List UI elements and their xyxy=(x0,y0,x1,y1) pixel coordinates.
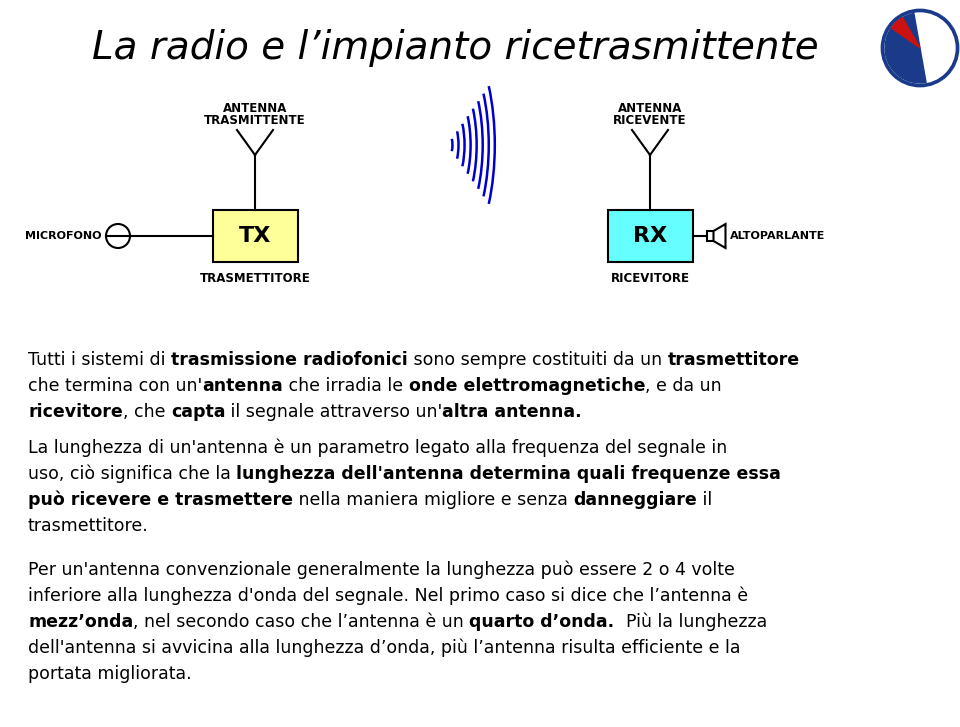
Text: La radio e l’impianto ricetrasmittente: La radio e l’impianto ricetrasmittente xyxy=(92,29,818,67)
Text: il segnale attraverso un': il segnale attraverso un' xyxy=(226,403,443,421)
Wedge shape xyxy=(891,17,920,48)
Text: TRASMITTENTE: TRASMITTENTE xyxy=(204,113,306,126)
Text: ANTENNA: ANTENNA xyxy=(223,102,287,114)
Text: Per un'antenna convenzionale generalmente la lunghezza può essere 2 o 4 volte: Per un'antenna convenzionale generalment… xyxy=(28,561,734,579)
Text: TRASMETTITORE: TRASMETTITORE xyxy=(200,271,310,284)
Text: , e da un: , e da un xyxy=(645,377,722,395)
Text: , nel secondo caso che l’antenna è un: , nel secondo caso che l’antenna è un xyxy=(133,613,469,631)
Text: che termina con un': che termina con un' xyxy=(28,377,203,395)
Text: trasmettitore.: trasmettitore. xyxy=(28,517,149,535)
Text: RX: RX xyxy=(633,226,667,246)
Text: ALTOPARLANTE: ALTOPARLANTE xyxy=(730,231,825,241)
Text: La lunghezza di un'antenna è un parametro legato alla frequenza del segnale in: La lunghezza di un'antenna è un parametr… xyxy=(28,439,728,457)
Text: onde elettromagnetiche: onde elettromagnetiche xyxy=(409,377,645,395)
Text: il: il xyxy=(697,491,712,509)
Text: che irradia le: che irradia le xyxy=(283,377,409,395)
Text: RICEVENTE: RICEVENTE xyxy=(613,113,686,126)
Text: uso, ciò significa che la: uso, ciò significa che la xyxy=(28,465,236,483)
Polygon shape xyxy=(713,224,726,248)
FancyBboxPatch shape xyxy=(608,210,692,262)
Text: inferiore alla lunghezza d'onda del segnale. Nel primo caso si dice che l’antenn: inferiore alla lunghezza d'onda del segn… xyxy=(28,587,748,606)
Text: altra antenna.: altra antenna. xyxy=(443,403,582,421)
Text: può ricevere e trasmettere: può ricevere e trasmettere xyxy=(28,491,293,509)
Text: capta: capta xyxy=(171,403,226,421)
Text: MICROFONO: MICROFONO xyxy=(26,231,102,241)
FancyBboxPatch shape xyxy=(212,210,298,262)
Text: RICEVITORE: RICEVITORE xyxy=(611,271,689,284)
Circle shape xyxy=(882,10,958,86)
Text: ricevitore: ricevitore xyxy=(28,403,123,421)
Text: Più la lunghezza: Più la lunghezza xyxy=(614,613,767,631)
Text: quarto d’onda.: quarto d’onda. xyxy=(469,613,614,631)
Text: portata migliorata.: portata migliorata. xyxy=(28,665,192,683)
Text: Tutti i sistemi di: Tutti i sistemi di xyxy=(28,351,171,369)
Wedge shape xyxy=(885,14,926,83)
Text: trasmettitore: trasmettitore xyxy=(667,351,800,369)
Text: mezz’onda: mezz’onda xyxy=(28,613,133,631)
Text: , che: , che xyxy=(123,403,171,421)
Text: nella maniera migliore e senza: nella maniera migliore e senza xyxy=(293,491,573,509)
Text: antenna: antenna xyxy=(203,377,283,395)
Text: dell'antenna si avvicina alla lunghezza d’onda, più l’antenna risulta efficiente: dell'antenna si avvicina alla lunghezza … xyxy=(28,639,740,657)
Text: trasmissione radiofonici: trasmissione radiofonici xyxy=(171,351,408,369)
Bar xyxy=(707,231,713,241)
Text: sono sempre costituiti da un: sono sempre costituiti da un xyxy=(408,351,667,369)
Text: danneggiare: danneggiare xyxy=(573,491,697,509)
Text: TX: TX xyxy=(239,226,271,246)
Text: lunghezza dell'antenna determina quali frequenze essa: lunghezza dell'antenna determina quali f… xyxy=(236,465,781,483)
Circle shape xyxy=(885,13,955,83)
Text: ANTENNA: ANTENNA xyxy=(618,102,683,114)
